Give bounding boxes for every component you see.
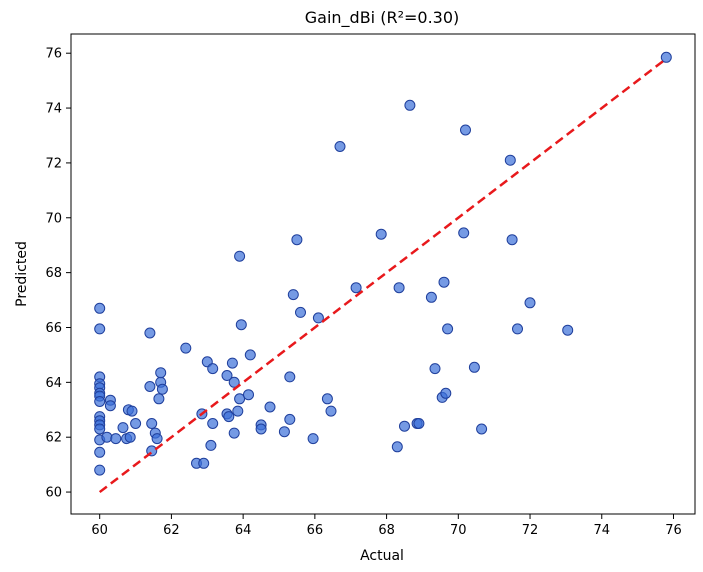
data-point — [287, 289, 299, 301]
data-point — [375, 228, 387, 240]
data-point — [207, 418, 219, 429]
data-point — [255, 423, 267, 435]
y-tick-label: 64 — [45, 376, 62, 391]
x-tick-label: 62 — [163, 523, 180, 538]
data-point — [234, 393, 246, 405]
data-point — [146, 418, 158, 429]
data-point — [295, 306, 306, 318]
y-tick-label: 70 — [45, 211, 62, 226]
y-axis-label: Predicted — [14, 241, 30, 307]
data-point — [104, 400, 116, 412]
x-tick-label: 66 — [307, 523, 324, 538]
data-point — [221, 370, 233, 381]
data-point — [228, 376, 240, 388]
data-point — [94, 396, 106, 407]
data-point — [155, 367, 167, 379]
x-tick-label: 68 — [378, 523, 395, 538]
y-tick-label: 72 — [45, 156, 62, 171]
y-tick-label: 66 — [45, 321, 62, 336]
y-tick-label: 60 — [45, 486, 62, 501]
data-point — [126, 405, 138, 417]
data-point — [438, 276, 450, 288]
data-point — [144, 327, 156, 339]
data-point — [228, 427, 240, 439]
data-point — [244, 349, 256, 361]
x-tick-label: 74 — [593, 523, 610, 538]
data-point — [117, 422, 129, 434]
plot-area — [94, 51, 672, 494]
data-point — [205, 439, 217, 451]
x-tick-label: 72 — [522, 523, 539, 538]
data-point — [232, 405, 244, 417]
data-point — [235, 319, 247, 331]
data-point — [130, 418, 142, 429]
reference-line — [98, 57, 668, 494]
data-point — [180, 342, 192, 354]
data-point — [291, 234, 303, 246]
data-point — [94, 302, 106, 314]
data-point — [153, 393, 165, 405]
data-point — [524, 297, 536, 309]
data-point — [460, 124, 471, 136]
data-point — [325, 405, 337, 417]
data-point — [458, 227, 470, 239]
data-point — [350, 282, 362, 294]
data-point — [321, 393, 333, 405]
data-point — [429, 363, 441, 375]
data-point — [101, 431, 113, 443]
chart-title: Gain_dBi (R²=0.30) — [305, 8, 460, 28]
data-point — [506, 234, 518, 246]
data-point — [226, 357, 238, 369]
y-tick-label: 74 — [45, 102, 62, 117]
data-point — [94, 446, 106, 458]
data-point — [425, 291, 437, 303]
plot-frame — [70, 33, 696, 515]
y-tick-label: 62 — [45, 431, 62, 446]
data-point — [94, 464, 106, 476]
data-point — [144, 381, 156, 392]
data-point — [660, 51, 672, 63]
data-point — [307, 433, 319, 445]
data-point — [94, 423, 106, 435]
data-point — [393, 282, 405, 294]
x-axis-label: Actual — [360, 548, 404, 564]
data-point — [284, 371, 296, 383]
data-point — [476, 423, 488, 435]
x-axis-ticks: 60 62 64 66 68 70 72 74 76 — [91, 514, 682, 538]
data-point — [223, 411, 235, 423]
data-point — [442, 323, 454, 335]
data-point — [124, 431, 136, 443]
data-point — [413, 418, 425, 429]
data-point — [94, 323, 106, 335]
data-point — [110, 433, 122, 445]
data-point — [198, 457, 210, 469]
data-point — [151, 433, 163, 445]
data-point — [440, 387, 452, 399]
y-axis-ticks: 60 62 64 66 68 70 72 74 76 — [45, 47, 71, 501]
data-point — [243, 389, 254, 401]
x-tick-label: 76 — [665, 523, 682, 538]
y-tick-label: 76 — [45, 47, 62, 62]
data-point — [264, 401, 276, 413]
data-point — [504, 154, 516, 166]
data-point — [312, 312, 324, 324]
data-point — [512, 323, 523, 335]
x-tick-label: 60 — [91, 523, 108, 538]
data-point — [562, 324, 574, 336]
data-point — [234, 250, 246, 262]
data-point — [156, 383, 168, 395]
x-tick-label: 64 — [235, 523, 252, 538]
y-tick-label: 68 — [45, 266, 62, 281]
data-point — [278, 426, 290, 438]
data-point — [391, 441, 403, 453]
data-point — [284, 413, 296, 425]
x-tick-label: 70 — [450, 523, 467, 538]
data-point — [404, 99, 416, 111]
data-point — [468, 361, 480, 373]
data-point — [399, 420, 410, 432]
data-point — [207, 363, 219, 375]
data-point — [334, 141, 346, 152]
